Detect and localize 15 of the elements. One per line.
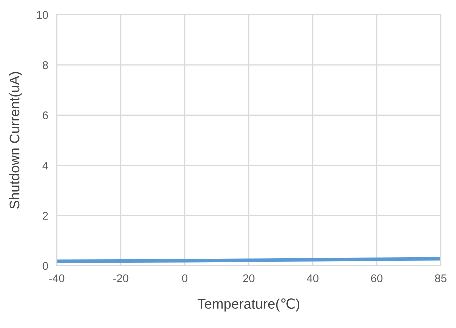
x-tick-label: 0 bbox=[182, 274, 188, 282]
y-tick-label: 6 bbox=[43, 112, 48, 120]
x-axis-title: Temperature(℃) bbox=[198, 298, 300, 312]
y-tick-label: 0 bbox=[42, 262, 48, 270]
x-tick-label: -20 bbox=[113, 274, 129, 282]
x-tick-label: 20 bbox=[243, 274, 255, 282]
x-tick-label: 60 bbox=[371, 274, 383, 282]
y-tick-label: 4 bbox=[42, 162, 48, 170]
y-tick-label: 2 bbox=[43, 212, 48, 220]
x-tick-label: 85 bbox=[435, 274, 447, 282]
y-tick-label: 8 bbox=[42, 61, 48, 70]
y-axis-title: Shutdown Current(uA) bbox=[9, 72, 22, 209]
x-tick-label: 40 bbox=[307, 274, 319, 282]
x-tick-label: -40 bbox=[49, 274, 65, 282]
y-tick-label: 10 bbox=[37, 11, 48, 20]
